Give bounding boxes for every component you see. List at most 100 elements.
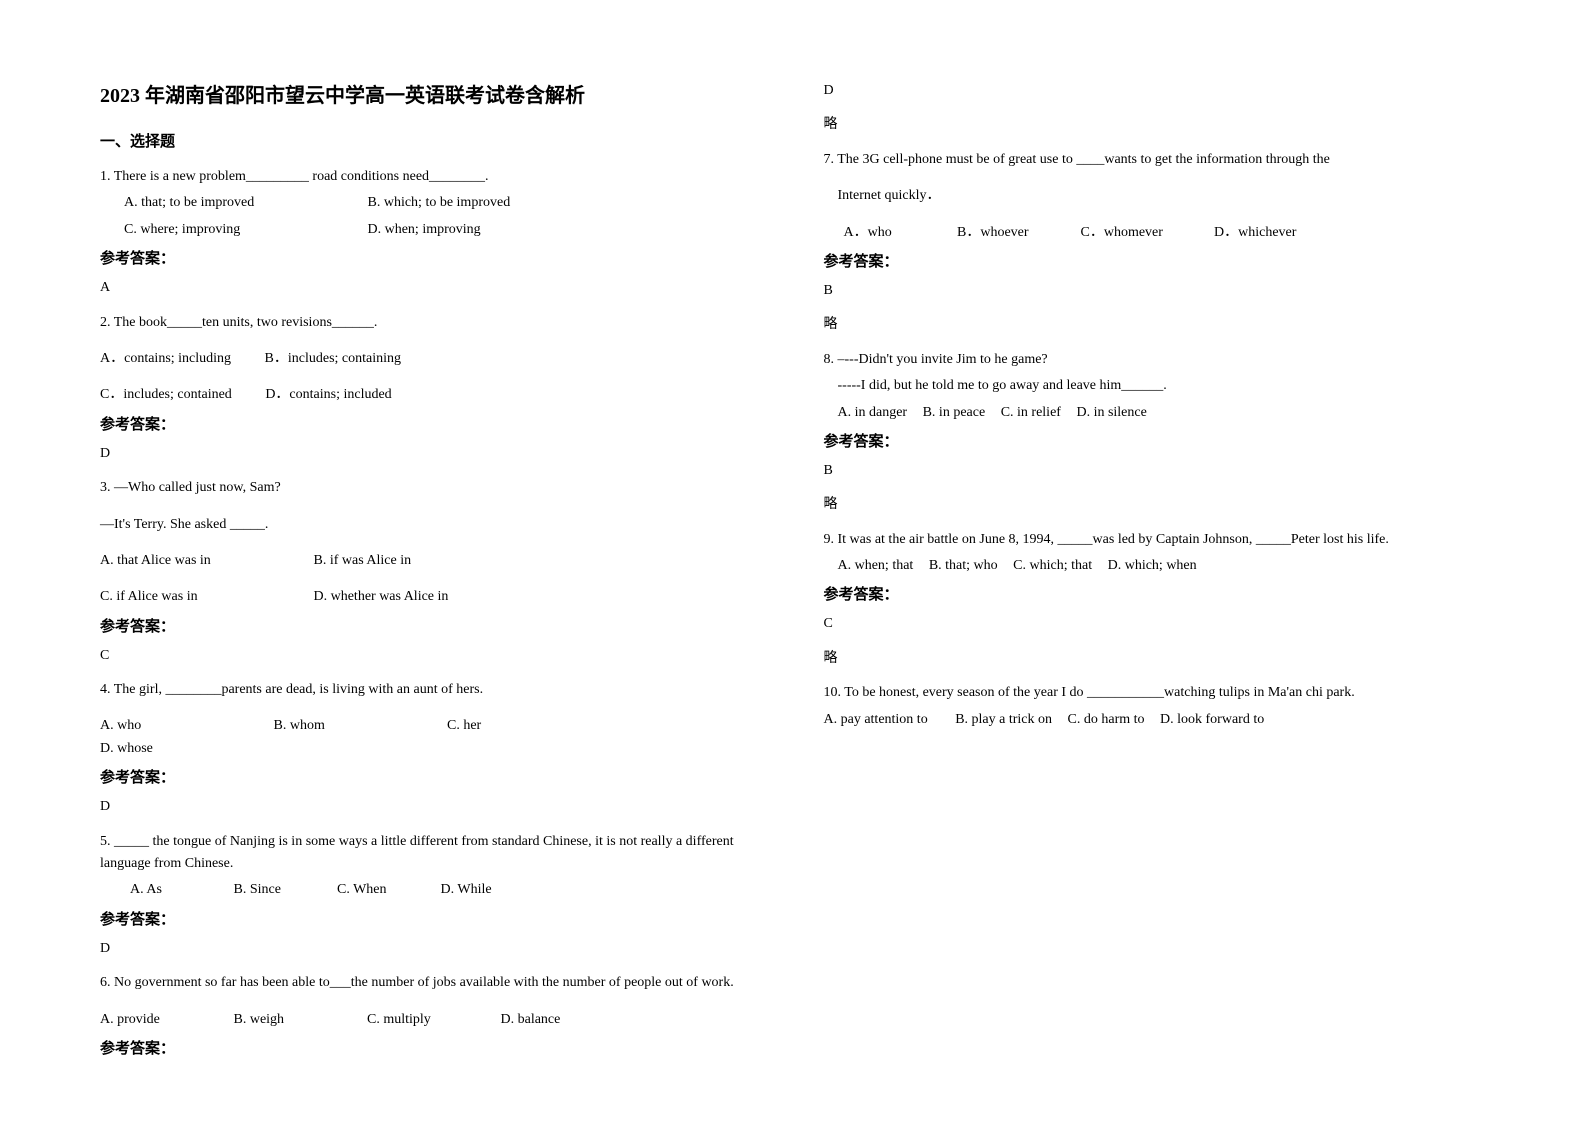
q5-opt-b: B. Since: [234, 879, 304, 901]
q9-opt-b: B. that; who: [929, 555, 998, 577]
q8-line1: 8. –---Didn't you invite Jim to he game?: [824, 349, 1488, 371]
q5-answer-label: 参考答案：: [100, 908, 764, 932]
q9-answer-label: 参考答案：: [824, 583, 1488, 607]
q4-answer: D: [100, 796, 764, 818]
q1-opt-c: C. where; improving: [124, 219, 334, 241]
q9-opt-d: D. which; when: [1108, 555, 1197, 577]
q5-opt-c: C. When: [337, 879, 407, 901]
q3-line1: 3. —Who called just now, Sam?: [100, 477, 764, 499]
q8-note: 略: [824, 494, 1488, 516]
q8-opt-b: B. in peace: [923, 402, 986, 424]
q7-opt-b: B．whoever: [957, 222, 1047, 244]
q3-opt-b: B. if was Alice in: [314, 550, 412, 572]
q1-opt-a: A. that; to be improved: [124, 192, 334, 214]
q9-opt-c: C. which; that: [1013, 555, 1092, 577]
q5-options: A. As B. Since C. When D. While: [100, 879, 764, 901]
q5-text: 5. _____ the tongue of Nanjing is in som…: [100, 831, 764, 876]
q2-opt-a: A．contains; including: [100, 348, 231, 370]
q4-opt-a: A. who: [100, 715, 240, 737]
q7-answer-label: 参考答案：: [824, 250, 1488, 274]
q3-opt-d: D. whether was Alice in: [314, 586, 449, 608]
q5-opt-a: A. As: [130, 879, 200, 901]
q2-opt-b: B．includes; containing: [265, 348, 401, 370]
q2-answer-label: 参考答案：: [100, 413, 764, 437]
q1-opt-b: B. which; to be improved: [368, 192, 511, 214]
q9-text: 9. It was at the air battle on June 8, 1…: [824, 529, 1488, 551]
q1-answer-label: 参考答案：: [100, 247, 764, 271]
q3-answer: C: [100, 645, 764, 667]
q8-answer: B: [824, 460, 1488, 482]
q7-line2: Internet quickly．: [824, 185, 1488, 207]
q9-note: 略: [824, 648, 1488, 670]
question-8: 8. –---Didn't you invite Jim to he game?…: [824, 349, 1488, 424]
q9-answer: C: [824, 613, 1488, 635]
question-5: 5. _____ the tongue of Nanjing is in som…: [100, 831, 764, 902]
q6-answer-label: 参考答案：: [100, 1037, 764, 1061]
question-10: 10. To be honest, every season of the ye…: [824, 682, 1488, 731]
q7-line1: 7. The 3G cell-phone must be of great us…: [824, 149, 1488, 171]
q8-opt-a: A. in danger: [838, 402, 908, 424]
q2-options-row2: C．includes; contained D．contains; includ…: [100, 384, 764, 406]
question-9: 9. It was at the air battle on June 8, 1…: [824, 529, 1488, 578]
question-3: 3. —Who called just now, Sam? —It's Terr…: [100, 477, 764, 609]
q8-line2: -----I did, but he told me to go away an…: [824, 375, 1488, 397]
q2-answer: D: [100, 443, 764, 465]
q7-note: 略: [824, 314, 1488, 336]
q6-options: A. provide B. weigh C. multiply D. balan…: [100, 1009, 764, 1031]
q10-opt-b: B. play a trick on: [955, 709, 1052, 731]
q1-options-row2: C. where; improving D. when; improving: [100, 219, 764, 241]
q8-answer-label: 参考答案：: [824, 430, 1488, 454]
q1-options-row1: A. that; to be improved B. which; to be …: [100, 192, 764, 214]
q6-opt-a: A. provide: [100, 1009, 200, 1031]
question-6: 6. No government so far has been able to…: [100, 972, 764, 1031]
q4-opt-d: D. whose: [100, 738, 240, 760]
q10-text: 10. To be honest, every season of the ye…: [824, 682, 1488, 704]
question-7: 7. The 3G cell-phone must be of great us…: [824, 149, 1488, 244]
q3-answer-label: 参考答案：: [100, 615, 764, 639]
q6-opt-d: D. balance: [501, 1009, 601, 1031]
q4-text: 4. The girl, ________parents are dead, i…: [100, 679, 764, 701]
q8-options: A. in danger B. in peace C. in relief D.…: [824, 402, 1488, 424]
q10-opt-a: A. pay attention to: [824, 709, 928, 731]
q3-options-row2: C. if Alice was in D. whether was Alice …: [100, 586, 764, 608]
q6-opt-b: B. weigh: [234, 1009, 334, 1031]
question-4: 4. The girl, ________parents are dead, i…: [100, 679, 764, 760]
q3-opt-c: C. if Alice was in: [100, 586, 280, 608]
q7-opt-c: C．whomever: [1081, 222, 1181, 244]
q4-opt-b: B. whom: [274, 715, 414, 737]
q2-options-row1: A．contains; including B．includes; contai…: [100, 348, 764, 370]
q4-opt-c: C. her: [447, 715, 587, 737]
q6-text: 6. No government so far has been able to…: [100, 972, 764, 994]
q2-text: 2. The book_____ten units, two revisions…: [100, 312, 764, 334]
q10-opt-c: C. do harm to: [1068, 709, 1145, 731]
q6-opt-c: C. multiply: [367, 1009, 467, 1031]
q8-opt-c: C. in relief: [1001, 402, 1061, 424]
q2-opt-c: C．includes; contained: [100, 384, 232, 406]
q4-options: A. who B. whom C. her D. whose: [100, 715, 764, 760]
q4-answer-label: 参考答案：: [100, 766, 764, 790]
q6-note: 略: [824, 114, 1488, 136]
section-header-1: 一、选择题: [100, 130, 764, 154]
q5-opt-d: D. While: [441, 879, 492, 901]
q1-text: 1. There is a new problem_________ road …: [100, 166, 764, 188]
q10-opt-d: D. look forward to: [1160, 709, 1264, 731]
q3-line2: —It's Terry. She asked _____.: [100, 514, 764, 536]
q7-opt-a: A．who: [844, 222, 924, 244]
q6-answer: D: [824, 80, 1488, 102]
q1-opt-d: D. when; improving: [368, 219, 481, 241]
q3-options-row1: A. that Alice was in B. if was Alice in: [100, 550, 764, 572]
q1-answer: A: [100, 277, 764, 299]
q10-options: A. pay attention to B. play a trick on C…: [824, 709, 1488, 731]
exam-title: 2023 年湖南省邵阳市望云中学高一英语联考试卷含解析: [100, 80, 764, 112]
q9-opt-a: A. when; that: [838, 555, 914, 577]
q7-answer: B: [824, 280, 1488, 302]
q5-answer: D: [100, 938, 764, 960]
q8-opt-d: D. in silence: [1076, 402, 1146, 424]
question-2: 2. The book_____ten units, two revisions…: [100, 312, 764, 407]
question-1: 1. There is a new problem_________ road …: [100, 166, 764, 241]
q7-opt-d: D．whichever: [1214, 222, 1296, 244]
q3-opt-a: A. that Alice was in: [100, 550, 280, 572]
q7-options: A．who B．whoever C．whomever D．whichever: [824, 222, 1488, 244]
q2-opt-d: D．contains; included: [265, 384, 391, 406]
q9-options: A. when; that B. that; who C. which; tha…: [824, 555, 1488, 577]
